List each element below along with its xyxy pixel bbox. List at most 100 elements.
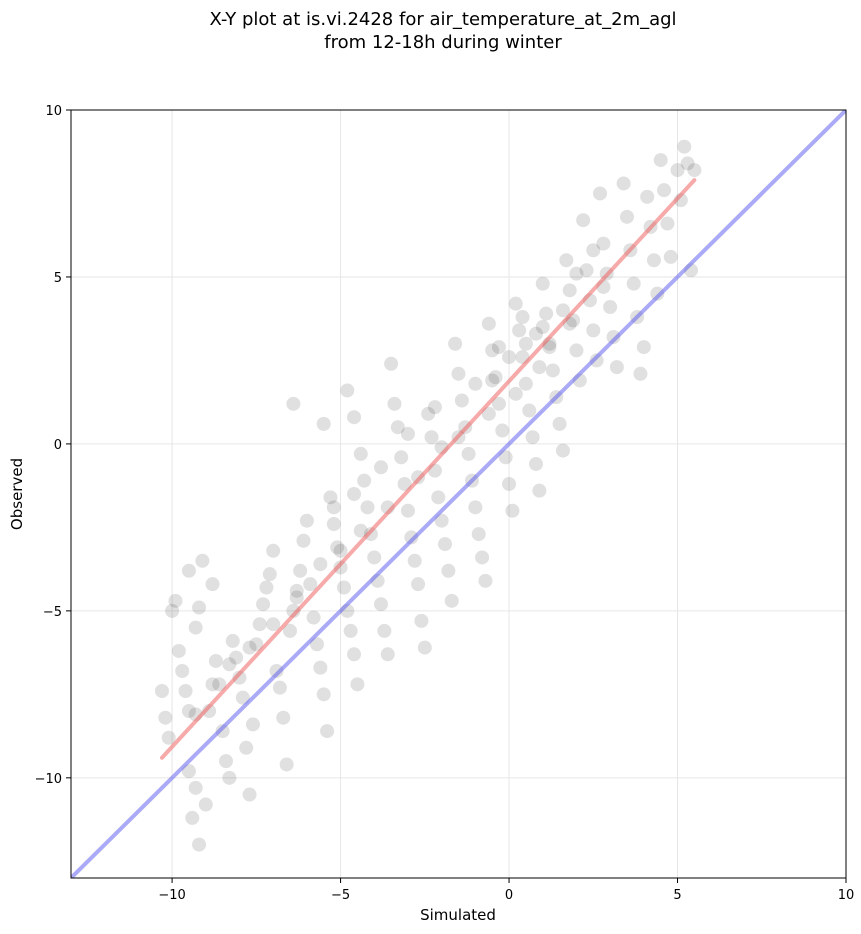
scatter-point-159 (670, 163, 685, 178)
scatter-point-88 (424, 430, 439, 445)
scatter-point-36 (262, 567, 277, 582)
plot-frame (70, 109, 847, 879)
scatter-point-181 (353, 523, 368, 538)
scatter-point-2 (161, 730, 176, 745)
scatter-point-28 (235, 690, 250, 705)
scatter-point-161 (677, 139, 692, 154)
y-tick-label-2: 0 (54, 438, 62, 453)
scatter-point-23 (219, 754, 233, 769)
scatter-point-18 (205, 577, 220, 592)
scatter-point-14 (188, 620, 203, 635)
scatter-point-136 (586, 323, 601, 338)
scatter-point-120 (532, 483, 547, 498)
scatter-point-55 (316, 416, 331, 431)
scatter-point-68 (357, 473, 372, 488)
scatter-point-111 (502, 476, 517, 491)
scatter-point-107 (488, 370, 503, 385)
scatter-point-27 (232, 670, 247, 685)
scatter-point-13 (198, 797, 213, 812)
scatter-point-71 (367, 550, 382, 565)
scatter-point-83 (407, 553, 422, 568)
scatter-point-166 (529, 326, 543, 341)
scatter-point-169 (491, 340, 506, 355)
scatter-point-81 (400, 503, 415, 518)
scatter-point-147 (626, 276, 641, 291)
series-line-0 (159, 178, 697, 760)
scatter-point-40 (276, 710, 291, 725)
scatter-point-119 (529, 456, 543, 471)
scatter-point-43 (286, 603, 301, 618)
scatter-point-186 (242, 640, 257, 655)
scatter-point-77 (387, 396, 402, 411)
scatter-point-82 (404, 530, 419, 545)
scatter-point-32 (249, 637, 264, 652)
scatter-point-8 (181, 704, 196, 719)
scatter-points (154, 139, 702, 852)
scatter-point-138 (593, 186, 608, 201)
scatter-point-54 (320, 724, 335, 739)
scatter-point-113 (508, 296, 523, 311)
scatter-point-92 (438, 537, 453, 552)
axis-ticks: −10 −5 0 5 10 −10 −5 0 5 10 (35, 104, 855, 903)
scatter-point-44 (289, 583, 304, 598)
series-line-1 (71, 110, 846, 878)
scatter-point-22 (215, 724, 230, 739)
scatter-point-162 (680, 156, 695, 171)
scatter-point-164 (687, 163, 702, 178)
x-tick-label-3: 5 (673, 888, 681, 903)
scatter-point-24 (222, 770, 237, 785)
scatter-point-190 (400, 426, 415, 441)
scatter-point-106 (485, 343, 500, 358)
scatter-point-51 (309, 637, 324, 652)
scatter-point-6 (175, 663, 190, 678)
scatter-point-131 (569, 343, 584, 358)
scatter-point-151 (640, 189, 655, 204)
scatter-point-20 (208, 653, 223, 668)
scatter-point-58 (330, 540, 345, 555)
scatter-point-145 (619, 209, 634, 224)
scatter-point-75 (380, 647, 395, 662)
scatter-point-114 (512, 323, 527, 338)
scatter-point-41 (279, 757, 294, 772)
scatter-point-195 (468, 376, 483, 391)
scatter-point-139 (596, 236, 611, 251)
scatter-point-121 (535, 276, 550, 291)
scatter-point-172 (485, 373, 500, 388)
scatter-point-94 (444, 593, 459, 608)
scatter-point-110 (498, 450, 513, 465)
scatter-point-184 (289, 590, 304, 605)
scatter-point-16 (181, 563, 196, 578)
scatter-point-0 (154, 684, 169, 699)
chart-title-line-1: X-Y plot at is.vi.2428 for air_temperatu… (209, 9, 676, 30)
scatter-point-74 (377, 623, 392, 638)
scatter-point-193 (326, 500, 341, 515)
scatter-point-158 (663, 249, 678, 264)
scatter-point-63 (347, 647, 362, 662)
scatter-point-197 (532, 360, 547, 375)
scatter-point-38 (269, 663, 284, 678)
scatter-point-37 (266, 543, 281, 558)
scatter-point-45 (293, 563, 308, 578)
scatter-point-96 (451, 366, 466, 381)
y-tick-label-3: 5 (54, 271, 62, 286)
scatter-point-187 (222, 657, 237, 672)
scatter-point-26 (229, 650, 244, 665)
scatter-point-47 (299, 513, 314, 528)
scatter-point-59 (333, 560, 348, 575)
scatter-point-174 (555, 303, 570, 318)
scatter-point-141 (603, 300, 618, 315)
scatter-point-104 (478, 573, 493, 588)
scatter-point-149 (633, 366, 648, 381)
scatter-point-25 (225, 633, 240, 648)
scatter-point-64 (350, 677, 365, 692)
scatter-point-102 (471, 527, 486, 542)
scatter-point-117 (522, 403, 537, 418)
scatter-point-137 (589, 353, 604, 368)
scatter-point-90 (431, 490, 446, 505)
scatter-point-176 (586, 243, 601, 258)
scatter-point-46 (296, 533, 311, 548)
scatter-point-57 (326, 517, 341, 532)
scatter-point-3 (165, 603, 180, 618)
